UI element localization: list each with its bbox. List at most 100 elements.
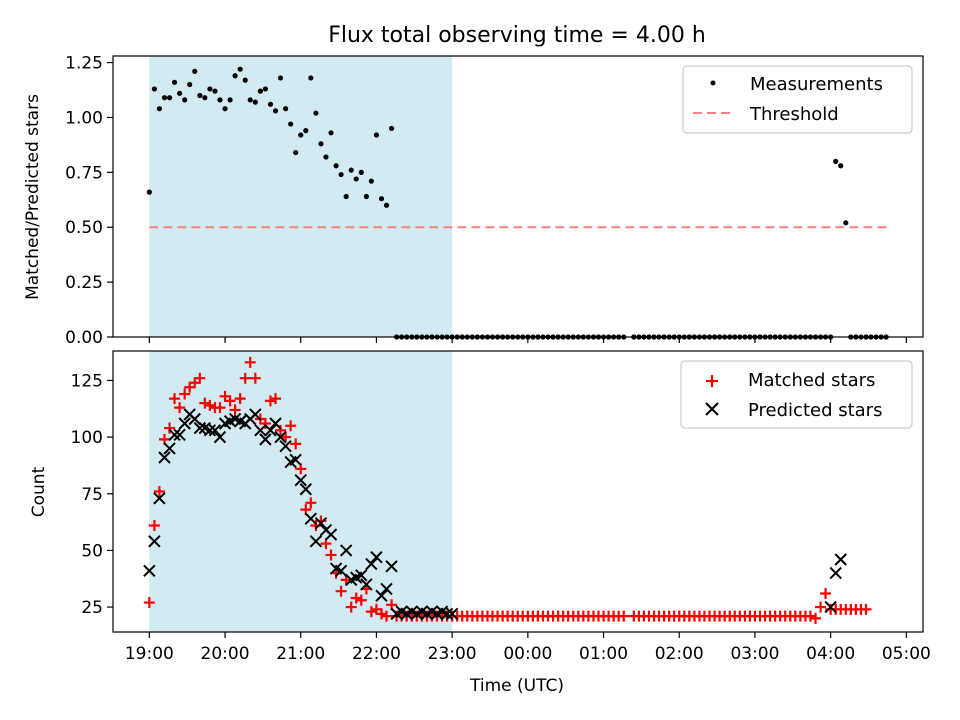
- matched-star-point: [275, 424, 287, 436]
- measurement-point: [237, 66, 243, 72]
- measurement-point: [373, 132, 380, 138]
- predicted-star-point: [334, 564, 348, 578]
- predicted-star-point: [254, 424, 267, 437]
- measurement-point: [232, 73, 238, 79]
- measurement-point: [202, 95, 208, 101]
- top-x-ticks: [148, 337, 907, 343]
- predicted-star-point: [314, 517, 328, 530]
- legend-threshold-label: Threshold: [749, 104, 839, 125]
- measurement-point: [166, 95, 173, 101]
- measurement-point: [242, 77, 248, 83]
- y-tick-label: 50: [81, 541, 103, 561]
- measurement-point: [146, 189, 152, 195]
- measurement-point: [247, 97, 253, 103]
- measurement-point: [252, 99, 258, 105]
- measurement-point: [298, 132, 304, 138]
- measurement-point: [192, 68, 198, 74]
- matched-star-point: [249, 372, 261, 384]
- predicted-stars-points: [143, 408, 847, 621]
- measurement-point: [197, 92, 203, 99]
- measurement-point: [343, 193, 349, 200]
- measurement-point: [363, 193, 369, 200]
- measurement-point: [207, 86, 213, 92]
- measurement-point: [383, 202, 390, 208]
- matched-star-point: [365, 606, 377, 618]
- predicted-star-point: [375, 589, 388, 602]
- matched-star-point: [169, 393, 181, 405]
- matched-star-point: [164, 422, 176, 434]
- bottom-axes-frame: [112, 350, 924, 633]
- legend-measurements-label: Measurements: [750, 74, 883, 95]
- x-tick-label: 03:00: [730, 644, 779, 664]
- matched-star-point: [820, 587, 832, 599]
- matched-star-point: [804, 610, 816, 622]
- measurement-point: [838, 163, 844, 169]
- y-tick-label: 0.75: [65, 163, 103, 183]
- legend-matched-marker: [706, 375, 718, 387]
- matched-star-point: [381, 610, 393, 622]
- matched-star-point: [376, 608, 388, 620]
- matched-star-point: [350, 592, 362, 604]
- predicted-star-point: [360, 578, 373, 591]
- matched-star-point: [335, 585, 347, 597]
- predicted-star-point: [299, 483, 313, 496]
- measurement-point: [388, 125, 395, 132]
- x-tick-label: 20:00: [201, 644, 250, 664]
- measurement-point: [171, 79, 178, 85]
- predicted-star-point: [249, 408, 262, 421]
- x-tick-label: 23:00: [428, 644, 477, 664]
- matched-star-point: [179, 388, 191, 400]
- predicted-star-point: [259, 433, 272, 446]
- predicted-star-point: [269, 417, 282, 430]
- predicted-star-point: [178, 417, 191, 430]
- predicted-star-point: [370, 551, 383, 564]
- x-tick-label: 01:00: [579, 644, 628, 664]
- predicted-star-point: [309, 535, 323, 548]
- predicted-star-point: [173, 428, 186, 442]
- measurement-point: [303, 128, 309, 134]
- measurement-point: [156, 106, 163, 112]
- predicted-star-point: [289, 453, 302, 466]
- predicted-star-point: [143, 564, 156, 578]
- predicted-star-point: [380, 582, 393, 596]
- measurement-point: [328, 130, 334, 136]
- top-y-axis-label: Matched/Predicted stars: [23, 94, 43, 300]
- matched-star-point: [199, 397, 211, 409]
- matched-star-point: [290, 438, 302, 450]
- y-tick-label: 75: [81, 485, 103, 505]
- matched-star-point: [153, 486, 165, 497]
- bottom-shaded-region: [149, 351, 453, 632]
- legend-predicted-marker: [705, 402, 719, 416]
- measurement-point: [282, 106, 289, 112]
- measurement-point: [378, 196, 385, 202]
- measurement-point: [257, 88, 263, 94]
- matched-star-point: [325, 549, 337, 561]
- bottom-x-ticks: 19:00 20:00 21:00 22:00 23:00 00:00 01:00 02:00…: [125, 632, 931, 664]
- measurement-point: [177, 90, 183, 96]
- measurement-point: [293, 149, 299, 156]
- predicted-star-point: [355, 569, 368, 582]
- x-tick-label: 02:00: [655, 644, 704, 664]
- x-tick-label: 21:00: [276, 644, 325, 664]
- predicted-star-point: [324, 528, 338, 541]
- predicted-star-point: [445, 607, 459, 621]
- x-tick-label: 19:00: [125, 644, 174, 664]
- matched-star-point: [815, 601, 827, 613]
- matched-star-point: [270, 393, 282, 405]
- bottom-legend: Matched stars Predicted stars: [680, 360, 913, 429]
- measurement-point: [212, 88, 218, 94]
- bottom-panel: 25 50 75 100 125 19:00 20:00 21:00 22:00 23:00 00…: [29, 351, 931, 696]
- matched-star-point: [810, 612, 822, 624]
- bottom-y-axis-label: Count: [29, 466, 49, 517]
- measurement-point: [182, 97, 188, 103]
- measurement-point: [843, 220, 849, 226]
- measurement-point: [267, 101, 274, 107]
- measurement-point: [358, 169, 364, 175]
- y-tick-label: 0.25: [65, 273, 103, 293]
- measurement-point: [308, 75, 314, 81]
- y-tick-label: 125: [71, 371, 103, 391]
- measurement-point: [318, 141, 324, 147]
- matched-star-point: [860, 603, 872, 615]
- top-shaded-region: [149, 56, 453, 337]
